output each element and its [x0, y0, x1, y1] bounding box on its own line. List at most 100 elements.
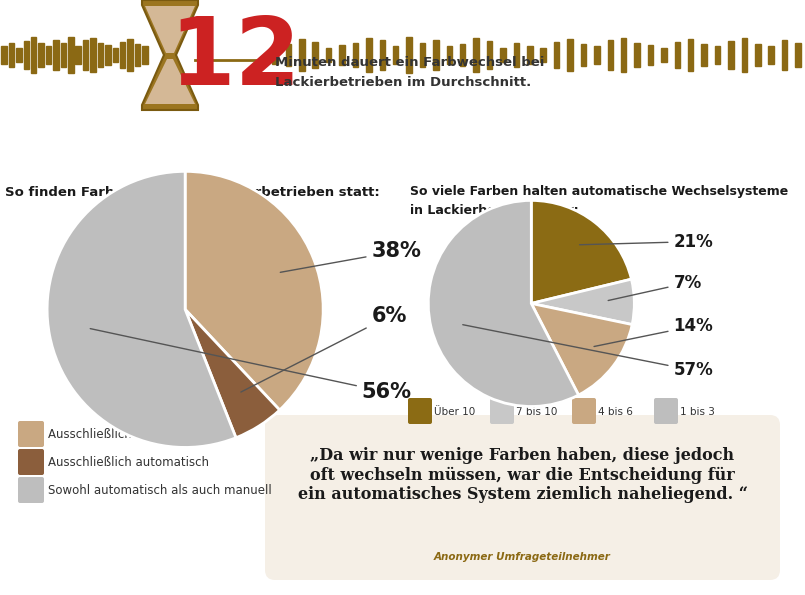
Text: 57%: 57% [463, 325, 713, 380]
Bar [514, 43, 519, 67]
Bar [782, 40, 787, 70]
Wedge shape [531, 279, 634, 324]
Bar [473, 38, 479, 72]
Bar [608, 40, 613, 70]
Bar [142, 46, 148, 64]
Polygon shape [145, 59, 195, 104]
Bar [594, 46, 600, 64]
Text: So viele Farben halten automatische Wechselsysteme: So viele Farben halten automatische Wech… [410, 186, 788, 199]
Bar [741, 38, 747, 72]
Text: „Da wir nur wenige Farben haben, diese jedoch
oft wechseln müssen, war die Entsc: „Da wir nur wenige Farben haben, diese j… [298, 447, 748, 503]
Bar [540, 48, 546, 62]
Bar [460, 44, 465, 66]
Bar [554, 42, 559, 68]
Bar [755, 44, 761, 66]
Wedge shape [531, 201, 631, 303]
Wedge shape [185, 171, 323, 410]
FancyBboxPatch shape [18, 477, 44, 503]
FancyBboxPatch shape [654, 398, 678, 424]
Bar [312, 42, 318, 68]
Text: 7%: 7% [608, 274, 702, 300]
Bar [353, 43, 358, 67]
Bar [2, 46, 6, 64]
Bar [97, 43, 103, 67]
Text: 56%: 56% [90, 328, 412, 402]
FancyBboxPatch shape [408, 398, 432, 424]
Bar [326, 48, 332, 62]
Text: So finden Farbwechsel bei Lackierbetrieben statt:: So finden Farbwechsel bei Lackierbetrieb… [5, 186, 380, 199]
Bar [9, 43, 14, 67]
Bar [621, 38, 626, 72]
Wedge shape [428, 201, 579, 406]
Bar [76, 46, 81, 64]
Bar [286, 44, 291, 66]
Bar [769, 46, 774, 64]
Bar [729, 41, 733, 69]
Text: Minuten dauert ein Farbwechsel bei: Minuten dauert ein Farbwechsel bei [275, 55, 544, 68]
Bar [272, 46, 278, 64]
Bar [16, 48, 22, 62]
Text: 7 bis 10: 7 bis 10 [516, 407, 557, 417]
Bar [795, 43, 801, 67]
Bar [447, 46, 452, 64]
Bar [134, 44, 140, 66]
Wedge shape [47, 171, 236, 447]
Text: 6%: 6% [241, 306, 407, 392]
Bar [527, 46, 533, 64]
Bar [83, 40, 89, 70]
Bar [90, 38, 96, 72]
Bar [580, 44, 586, 66]
FancyBboxPatch shape [572, 398, 596, 424]
Bar [113, 48, 118, 62]
Text: 4 bis 6: 4 bis 6 [598, 407, 633, 417]
Text: Sowohl automatisch als auch manuell: Sowohl automatisch als auch manuell [48, 484, 272, 497]
Bar [634, 43, 640, 67]
Bar [688, 39, 693, 71]
Bar [661, 48, 667, 62]
Text: 14%: 14% [594, 317, 713, 346]
Text: 12: 12 [169, 13, 301, 105]
FancyBboxPatch shape [18, 421, 44, 447]
Bar [407, 37, 412, 73]
Bar [39, 43, 43, 67]
Bar [127, 39, 133, 71]
Bar [339, 45, 345, 65]
Bar [60, 43, 66, 67]
Wedge shape [531, 303, 632, 395]
Bar [31, 37, 36, 73]
Bar [299, 39, 304, 71]
Bar [675, 42, 680, 68]
FancyBboxPatch shape [265, 415, 780, 580]
Bar [433, 40, 439, 70]
Bar [715, 46, 720, 64]
Polygon shape [145, 6, 195, 53]
Bar [46, 46, 52, 64]
Bar [487, 41, 493, 69]
Text: Ausschließlich manuell: Ausschließlich manuell [48, 428, 184, 441]
Bar [105, 45, 110, 65]
Text: Ausschließlich automatisch: Ausschließlich automatisch [48, 456, 209, 469]
Text: 1 bis 3: 1 bis 3 [680, 407, 715, 417]
Text: Über 10: Über 10 [434, 407, 475, 417]
Bar [701, 44, 707, 66]
Polygon shape [142, 0, 198, 110]
Text: Lackierbetrieben im Durchschnitt.: Lackierbetrieben im Durchschnitt. [275, 76, 531, 89]
Text: 38%: 38% [280, 242, 421, 273]
FancyBboxPatch shape [490, 398, 514, 424]
Text: 21%: 21% [580, 233, 713, 250]
Text: Anonymer Umfrageteilnehmer: Anonymer Umfrageteilnehmer [434, 552, 611, 562]
FancyBboxPatch shape [18, 449, 44, 475]
Bar [23, 41, 29, 69]
Bar [419, 43, 425, 67]
Bar [500, 48, 506, 62]
Bar [120, 42, 126, 68]
Bar [648, 45, 653, 65]
Bar [393, 46, 398, 64]
Text: in Lackierbetrieben vor:: in Lackierbetrieben vor: [410, 203, 579, 217]
Bar [366, 38, 372, 72]
Wedge shape [185, 309, 279, 438]
Bar [53, 40, 59, 70]
Bar [568, 39, 573, 71]
Bar [68, 37, 73, 73]
Bar [379, 40, 385, 70]
